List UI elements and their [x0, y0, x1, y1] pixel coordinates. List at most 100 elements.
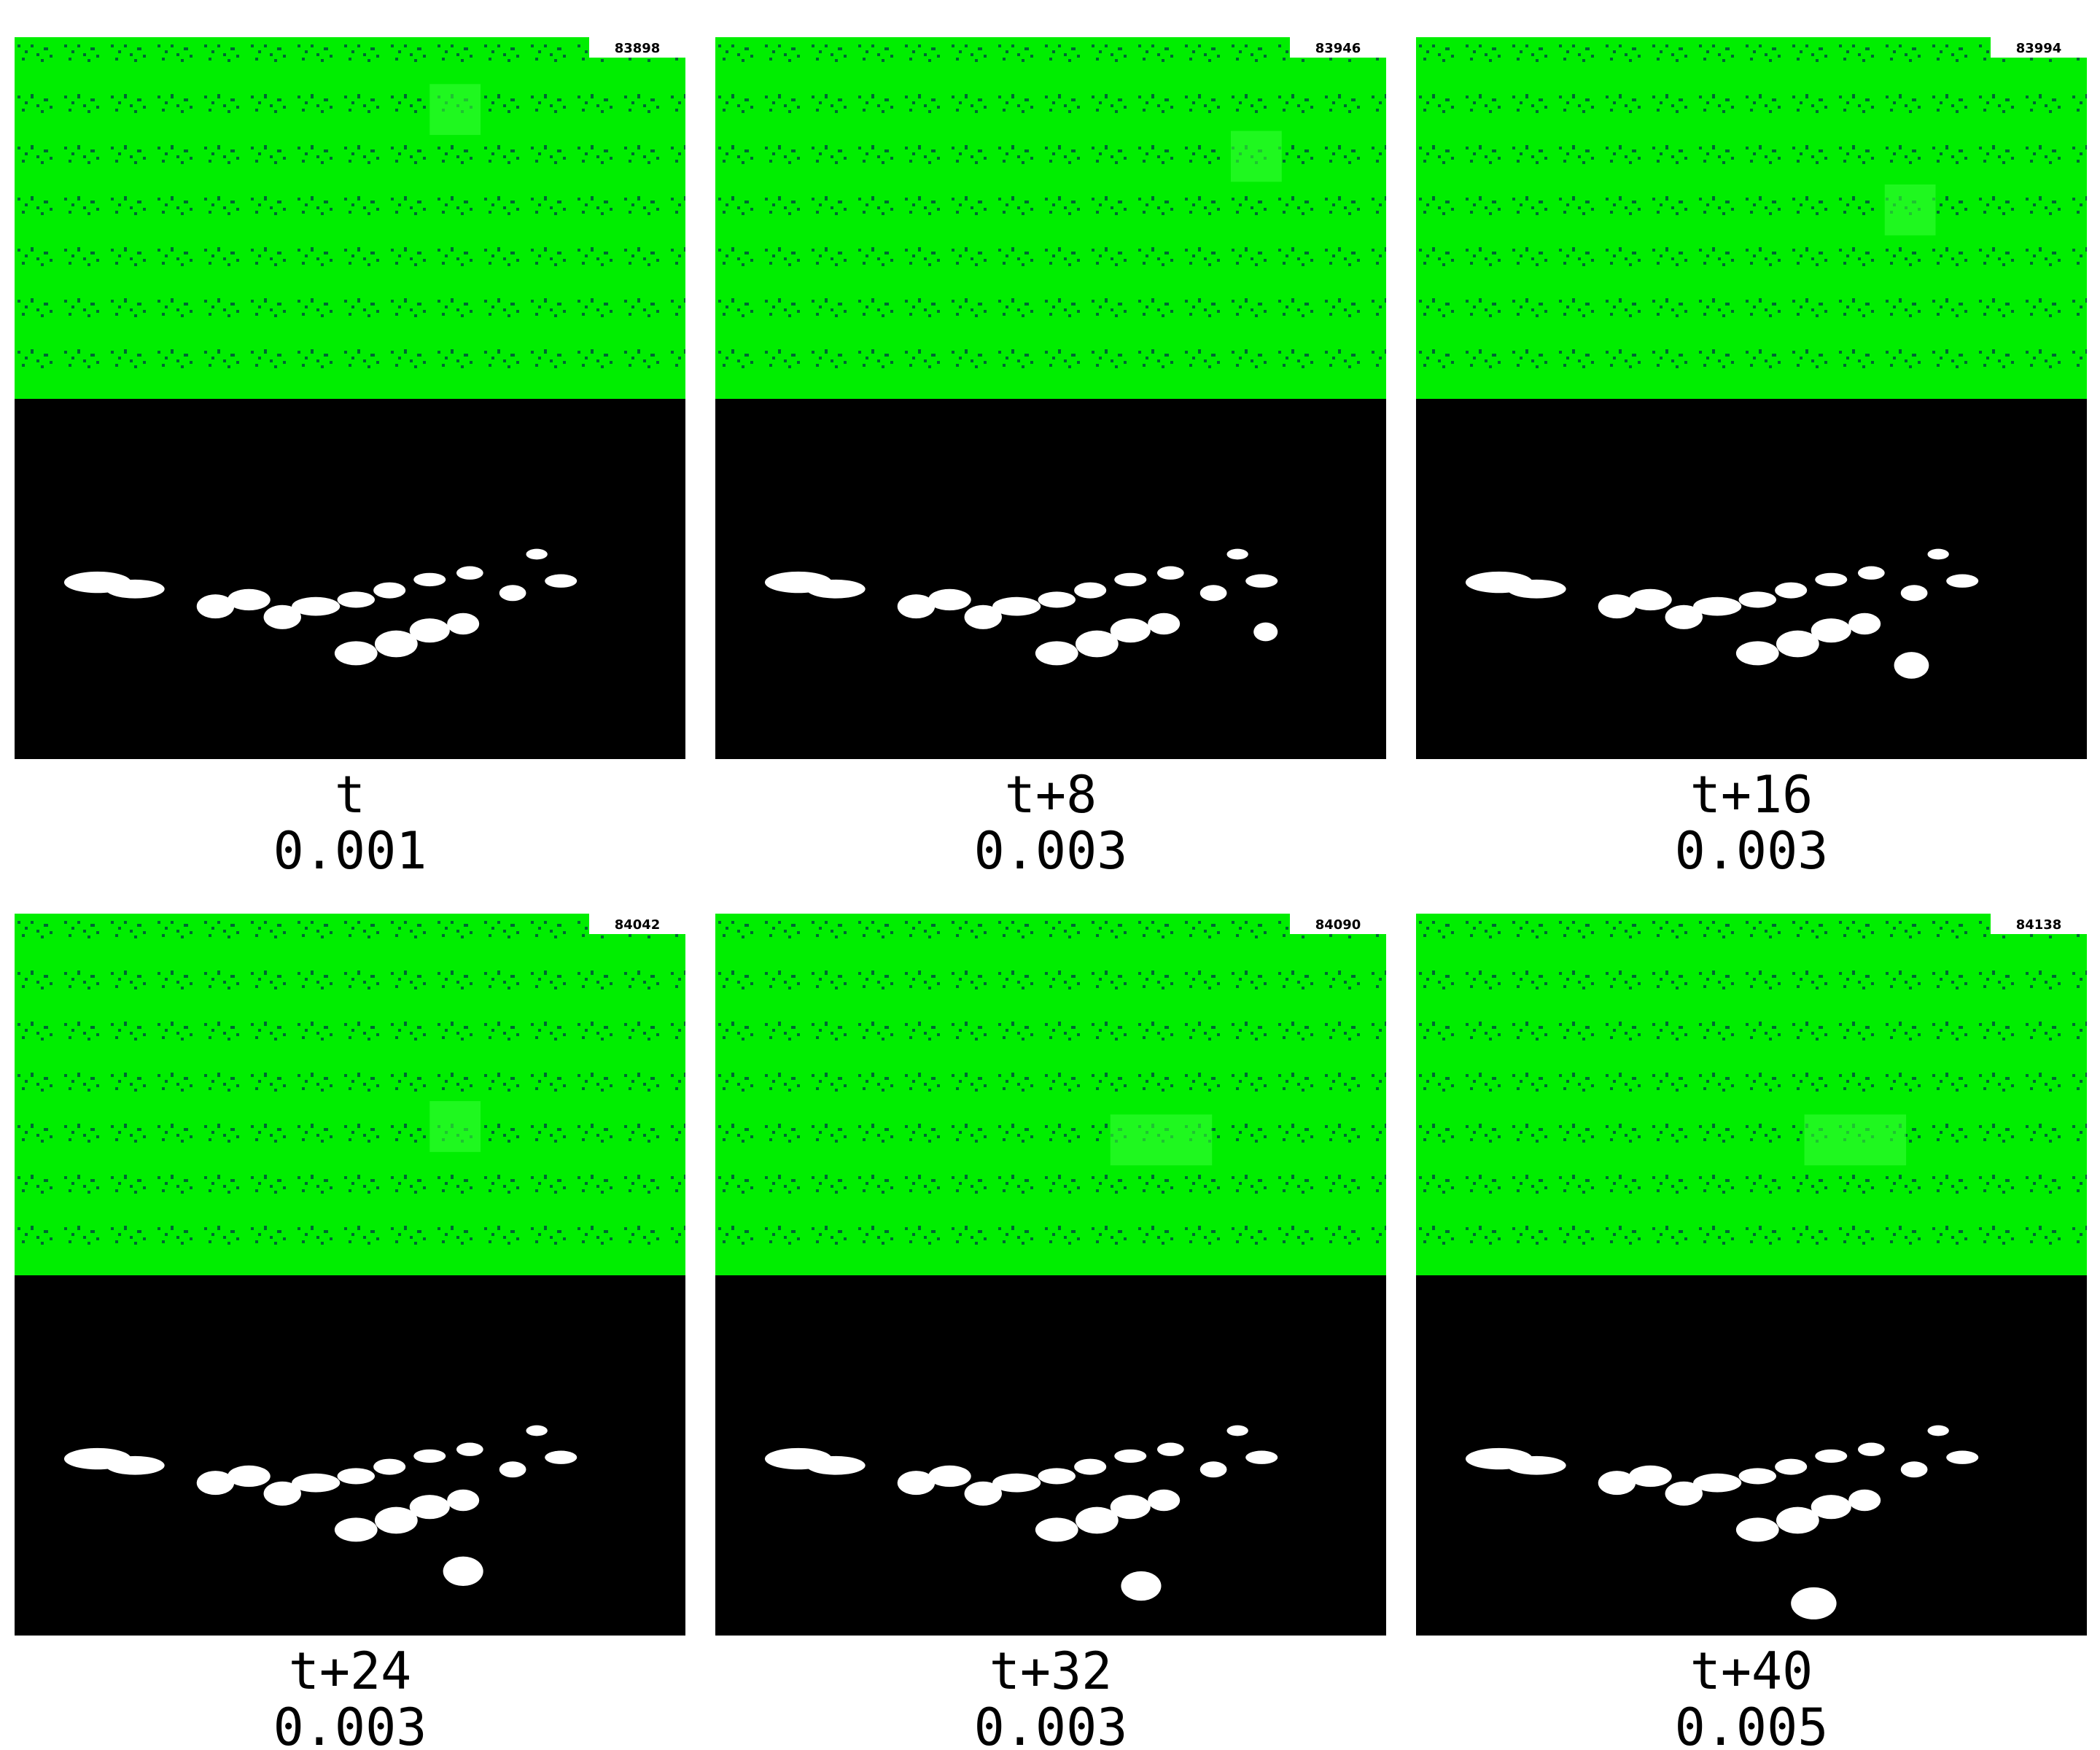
mask-blob [1074, 1458, 1107, 1475]
mask-blob [1110, 1495, 1151, 1520]
mask-blob [1598, 1471, 1636, 1496]
mask-blob [1121, 1571, 1162, 1601]
mask-blob [447, 612, 480, 635]
mask-blob [1506, 579, 1566, 599]
mask-blob [806, 1455, 866, 1475]
frame-id-box [1991, 37, 2087, 58]
mask-blob [1598, 594, 1636, 619]
mask-blob [1148, 612, 1181, 635]
panel: 84042 t+240.003 [15, 914, 685, 1750]
mask-blob [447, 1489, 480, 1512]
mask-blob [1894, 652, 1929, 679]
panel: 83946 t+80.003 [715, 37, 1386, 881]
mask-blob [928, 1465, 971, 1488]
mask-blob [992, 596, 1041, 616]
mask-blob [1665, 604, 1703, 629]
mask-blob [1776, 1506, 1819, 1534]
frame-id-box [1991, 914, 2087, 934]
mask-blob [105, 579, 165, 599]
mask-blob [1035, 641, 1078, 666]
attention-patch [1230, 131, 1282, 182]
mask-blob [1857, 566, 1885, 580]
mask-blob [292, 596, 341, 616]
panel: 83994 t+160.003 [1416, 37, 2087, 881]
mask-blob [1114, 1449, 1147, 1463]
mask-blob [964, 604, 1002, 629]
mask-blob [1857, 1442, 1885, 1456]
mask-blob [196, 594, 235, 619]
mask-blob [1946, 1450, 1979, 1464]
time-label: t [335, 765, 365, 825]
frame-id-box [589, 37, 685, 58]
frame-texture [15, 921, 685, 1264]
mask-blob [456, 1442, 483, 1456]
mask-blob [443, 1556, 483, 1587]
attention-patch [1110, 1114, 1213, 1166]
mask-blob [1927, 1425, 1949, 1436]
panel: 84090 t+320.003 [715, 914, 1386, 1750]
mask-blob [1253, 622, 1278, 642]
mask-blob [1848, 1489, 1881, 1512]
mask-blob [1075, 1506, 1119, 1534]
mask-blob [1900, 585, 1928, 602]
mask-blob [992, 1473, 1041, 1493]
mask-blob [1110, 618, 1151, 643]
frame-id-box [1290, 37, 1386, 58]
mask-blob [334, 1517, 378, 1542]
mask-blob [806, 579, 866, 599]
mask-blob [374, 630, 418, 658]
score: 0.003 [974, 1698, 1128, 1750]
mask-blob [1735, 641, 1779, 666]
frame-id-box [589, 914, 685, 934]
mask-blob [373, 582, 406, 599]
time-label: t+16 [1690, 765, 1813, 825]
mask-blob [526, 1425, 548, 1436]
mask-blob [1074, 582, 1107, 599]
mask-blob [928, 588, 971, 611]
mask-blob [1946, 574, 1979, 588]
attention-patch [429, 84, 481, 136]
frame-texture [715, 44, 1386, 387]
frame-texture [15, 44, 685, 387]
mask-blob [1775, 1458, 1808, 1475]
mask-blob [897, 1471, 936, 1496]
panel: 83898 t0.001 [15, 37, 685, 881]
score: 0.005 [1675, 1698, 1829, 1750]
mask-blob [1791, 1587, 1837, 1619]
mask-blob [227, 588, 271, 611]
score: 0.003 [1675, 821, 1829, 881]
mask-blob [1075, 630, 1119, 658]
mask-blob [1811, 618, 1851, 643]
mask-blob [409, 618, 450, 643]
mask-blob [409, 1495, 450, 1520]
mask-blob [1245, 574, 1278, 588]
attention-patch [1884, 184, 1936, 236]
mask-blob [337, 1468, 375, 1485]
mask-blob [1735, 1517, 1779, 1542]
mask-blob [1927, 548, 1949, 560]
mask-blob [105, 1455, 165, 1475]
mask-blob [1226, 1425, 1248, 1436]
mask-blob [1628, 1465, 1672, 1488]
frame-id: 84090 [1315, 917, 1361, 933]
mask-blob [526, 548, 548, 560]
frame-texture [1416, 44, 2087, 387]
mask-blob [1156, 1442, 1184, 1456]
frame-texture [1416, 921, 2087, 1264]
mask-blob [499, 1461, 526, 1478]
frame-id: 83898 [615, 41, 661, 56]
mask-blob [1776, 630, 1819, 658]
mask-blob [545, 574, 578, 588]
mask-blob [1199, 1461, 1227, 1478]
mask-blob [1665, 1481, 1703, 1506]
panel: 84138 t+400.005 [1416, 914, 2087, 1750]
mask-blob [1738, 591, 1776, 608]
time-label: t+40 [1690, 1641, 1813, 1701]
mask-blob [292, 1473, 341, 1493]
mask-blob [1693, 596, 1742, 616]
score: 0.003 [974, 821, 1128, 881]
score: 0.003 [273, 1698, 427, 1750]
mask-blob [456, 566, 483, 580]
mask-blob [413, 572, 446, 587]
